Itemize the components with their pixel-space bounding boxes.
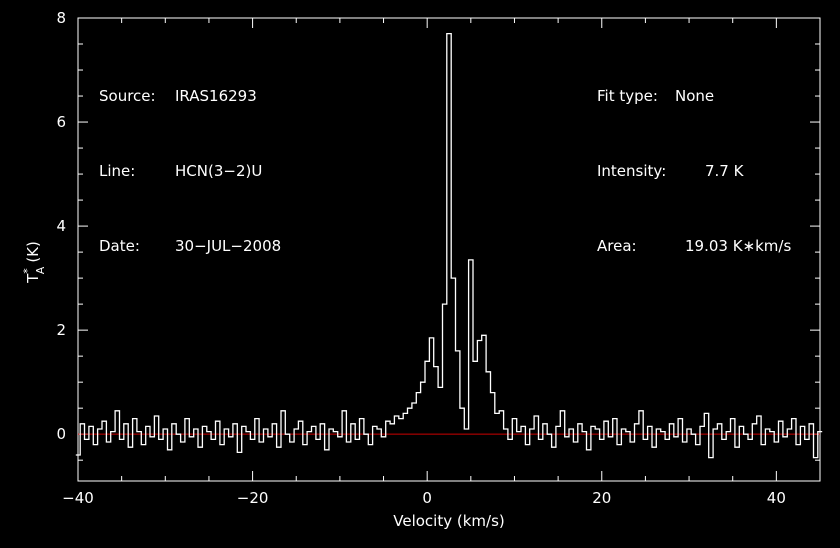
- line-row: Line: HCN(3−2)U: [99, 159, 281, 184]
- plot-frame: [77, 17, 821, 482]
- date-row: Date: 30−JUL−2008: [99, 234, 281, 259]
- header-left: Source: IRAS16293 Line: HCN(3−2)U Date: 30−…: [99, 34, 281, 284]
- spectrum-line: [75, 32, 823, 459]
- svg-text:T*A(K): T*A (K): [21, 241, 47, 284]
- line-label: Line:: [99, 162, 136, 180]
- y-axis-title-sup: *: [21, 268, 34, 274]
- date-value: 30−JUL−2008: [175, 237, 282, 255]
- y-axis-title-symbol: T: [24, 273, 42, 284]
- y-tick-label: 8: [56, 9, 66, 27]
- x-tick-label: 40: [767, 489, 786, 507]
- fit-value: None: [675, 87, 715, 105]
- y-tick-label: 2: [56, 321, 66, 339]
- x-tick-label: −20: [237, 489, 269, 507]
- area-label: Area:: [597, 237, 637, 255]
- y-tick-label: 6: [56, 113, 66, 131]
- intensity-row: Intensity: 7.7 K: [597, 159, 791, 184]
- intensity-value: 7.7 K: [705, 162, 744, 180]
- y-axis-title-sub: A: [34, 266, 47, 274]
- x-tick-label: 0: [422, 489, 432, 507]
- area-value: 19.03 K∗km/s: [685, 237, 792, 255]
- source-label: Source:: [99, 87, 156, 105]
- date-label: Date:: [99, 237, 140, 255]
- axis-ticks: [77, 17, 821, 481]
- x-tick-label: 20: [592, 489, 611, 507]
- line-value: HCN(3−2)U: [175, 162, 263, 180]
- source-value: IRAS16293: [175, 87, 257, 105]
- y-tick-label: 4: [56, 217, 66, 235]
- x-tick-label: −40: [62, 489, 94, 507]
- fit-label: Fit type:: [597, 87, 658, 105]
- fit-row: Fit type: None: [597, 84, 791, 109]
- y-tick-label: 0: [56, 425, 66, 443]
- header-right: Fit type: None Intensity: 7.7 K Area: 19.03…: [597, 34, 791, 284]
- x-axis-title: Velocity (km/s): [393, 512, 504, 530]
- y-axis-title: T*A (K): [21, 241, 47, 284]
- axis-tick-labels: −40 −20 0 20 40 0 2 4 6 8: [56, 9, 785, 507]
- intensity-label: Intensity:: [597, 162, 667, 180]
- y-axis-title-unit: (K): [24, 241, 42, 263]
- source-row: Source: IRAS16293: [99, 84, 281, 109]
- area-row: Area: 19.03 K∗km/s: [597, 234, 791, 259]
